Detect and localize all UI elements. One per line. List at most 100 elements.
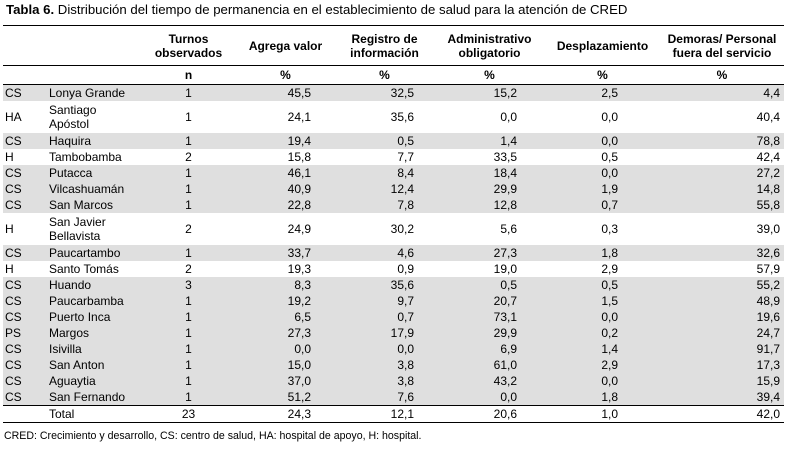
row-despl: 0,0	[545, 309, 660, 325]
row-registro: 0,9	[397, 261, 414, 276]
row-registro: 9,7	[335, 293, 434, 309]
header-turnos: Turnos observados	[154, 32, 223, 60]
table-row: CS Lonya Grande 1 45,5 32,5 15,2 2,5 4,4	[3, 84, 784, 101]
row-admin: 6,9	[434, 341, 545, 357]
table-row: H Santo Tomás 2 19,3 0,9 19,0 2,9 57,9	[3, 261, 784, 277]
table-top-rule	[3, 25, 784, 26]
unit-demoras: %	[660, 65, 784, 85]
row-registro: 0,7	[335, 309, 434, 325]
row-name: Santo Tomás	[45, 261, 141, 277]
table-row: CS San Anton 1 15,0 3,8 61,0 2,9 17,3	[3, 357, 784, 373]
row-type: CS	[3, 389, 45, 406]
row-despl: 2,9	[601, 261, 618, 276]
row-name-line1: San Fernando	[49, 389, 126, 404]
row-demoras: 39,4	[660, 389, 784, 406]
row-demoras: 32,6	[660, 245, 784, 261]
row-turnos: 2	[185, 222, 192, 236]
row-admin: 0,0	[434, 389, 545, 406]
row-registro: 12,4	[335, 181, 434, 197]
row-admin: 1,4	[434, 133, 545, 149]
row-turnos: 1	[141, 293, 236, 309]
total-label: Total	[45, 405, 141, 423]
row-name: Santiago Apóstol	[45, 101, 141, 133]
row-name: San Anton	[45, 357, 141, 373]
row-name: Paucarbamba	[45, 293, 141, 309]
row-turnos: 1	[141, 325, 236, 341]
row-turnos: 1	[141, 197, 236, 213]
row-demoras: 91,7	[660, 341, 784, 357]
row-admin: 43,2	[434, 373, 545, 389]
row-despl: 2,9	[545, 357, 660, 373]
row-admin: 29,9	[434, 325, 545, 341]
table-label: Tabla 6.	[6, 2, 55, 17]
row-demoras: 27,2	[660, 165, 784, 181]
row-demoras: 15,9	[660, 373, 784, 389]
row-demoras: 57,9	[756, 261, 780, 276]
row-admin: 27,3	[434, 245, 545, 261]
row-registro: 3,8	[335, 373, 434, 389]
row-registro: 7,8	[335, 197, 434, 213]
table-title-text: Distribución del tiempo de permanencia e…	[54, 2, 628, 17]
row-agrega: 24,9	[287, 222, 311, 236]
row-agrega: 19,4	[236, 133, 335, 149]
table-row: PS Margos 1 27,3 17,9 29,9 0,2 24,7	[3, 325, 784, 341]
row-name-line1: Paucarbamba	[49, 293, 124, 308]
row-registro: 17,9	[335, 325, 434, 341]
row-name: Vilcashuamán	[45, 181, 141, 197]
row-agrega: 51,2	[236, 389, 335, 406]
table-row: CS Aguaytia 1 37,0 3,8 43,2 0,0 15,9	[3, 373, 784, 389]
row-admin: 33,5	[493, 149, 517, 164]
unit-despl: %	[545, 65, 660, 85]
table-row: CS Paucartambo 1 33,7 4,6 27,3 1,8 32,6	[3, 245, 784, 261]
row-type: CS	[3, 277, 45, 293]
row-name: San Marcos	[45, 197, 141, 213]
row-turnos: 1	[141, 373, 236, 389]
row-registro: 35,6	[335, 277, 434, 293]
row-name-line1: Puerto Inca	[49, 309, 111, 324]
row-name-line1: Aguaytia	[49, 373, 96, 388]
row-demoras: 55,2	[660, 277, 784, 293]
row-demoras: 39,0	[756, 222, 780, 236]
row-type: CS	[3, 373, 45, 389]
total-registro: 12,1	[335, 405, 434, 423]
row-despl: 0,5	[601, 149, 618, 164]
table-row: CS Huando 3 8,3 35,6 0,5 0,5 55,2	[3, 277, 784, 293]
row-name-line1: Margos	[49, 325, 90, 340]
row-name-line1: Santo Tomás	[49, 261, 119, 276]
row-agrega: 6,5	[236, 309, 335, 325]
row-name: Aguaytia	[45, 373, 141, 389]
row-despl: 1,9	[545, 181, 660, 197]
row-admin: 0,0	[500, 110, 517, 124]
row-name: Lonya Grande	[45, 84, 141, 101]
row-demoras: 48,9	[660, 293, 784, 309]
row-agrega: 15,0	[236, 357, 335, 373]
row-despl: 0,5	[545, 277, 660, 293]
row-agrega: 8,3	[236, 277, 335, 293]
row-type: H	[5, 222, 14, 236]
row-name: San Fernando	[45, 389, 141, 406]
table-row: CS Puerto Inca 1 6,5 0,7 73,1 0,0 19,6	[3, 309, 784, 325]
row-type: HA	[5, 110, 22, 124]
row-type: H	[5, 261, 14, 276]
row-type: CS	[3, 293, 45, 309]
row-agrega: 15,8	[287, 149, 311, 164]
table-row: CS Putacca 1 46,1 8,4 18,4 0,0 27,2	[3, 165, 784, 181]
row-admin: 12,8	[434, 197, 545, 213]
table-row: CS Haquira 1 19,4 0,5 1,4 0,0 78,8	[3, 133, 784, 149]
row-name: Haquira	[45, 133, 141, 149]
row-turnos: 1	[141, 133, 236, 149]
row-admin: 15,2	[434, 84, 545, 101]
row-type: CS	[3, 197, 45, 213]
row-demoras: 55,8	[660, 197, 784, 213]
row-type: CS	[3, 165, 45, 181]
row-agrega: 0,0	[236, 341, 335, 357]
row-name-line1: Isivilla	[49, 341, 82, 356]
row-admin: 29,9	[434, 181, 545, 197]
row-type: CS	[3, 133, 45, 149]
row-despl: 2,5	[545, 84, 660, 101]
row-turnos: 2	[185, 261, 192, 276]
table-row: CS San Fernando 1 51,2 7,6 0,0 1,8 39,4	[3, 389, 784, 406]
header-despl: Desplazamiento	[556, 39, 649, 53]
row-type: CS	[3, 341, 45, 357]
row-despl: 0,2	[545, 325, 660, 341]
